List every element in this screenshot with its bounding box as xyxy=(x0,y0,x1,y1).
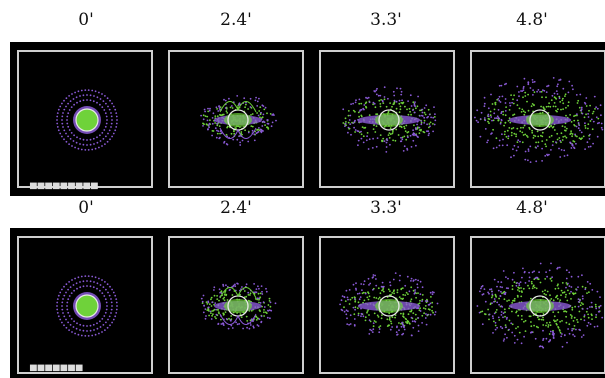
time-label-row1-1: 2.4' xyxy=(220,10,252,30)
snapshot-row2-1 xyxy=(200,282,277,330)
panel-row2-1 xyxy=(168,236,304,374)
panel-row2-3 xyxy=(470,236,605,374)
simulation-strip-row2: ▀▀▀▀▀▀▀ xyxy=(10,228,605,378)
snapshot-row2-3 xyxy=(476,262,604,349)
time-label-row2-1: 2.4' xyxy=(220,198,252,218)
panel-row1-0 xyxy=(17,50,153,188)
time-label-row2-0: 0' xyxy=(78,198,94,218)
panel-row2-2 xyxy=(319,236,455,374)
snapshot-row2-2 xyxy=(339,272,439,337)
snapshot-row2-0 xyxy=(56,275,118,337)
time-label-row1-0: 0' xyxy=(78,10,94,30)
cropped-caption-row1: ▀▀▀▀▀▀▀▀▀ xyxy=(30,183,99,196)
panel-row1-2 xyxy=(319,50,455,188)
snapshot-row1-0 xyxy=(56,89,118,151)
snapshot-row1-1 xyxy=(200,95,277,146)
panel-row2-0 xyxy=(17,236,153,374)
time-label-row1-2: 3.3' xyxy=(370,10,402,30)
snapshot-row1-3 xyxy=(474,77,604,163)
time-label-row2-3: 4.8' xyxy=(516,198,548,218)
panel-row1-1 xyxy=(168,50,304,188)
cropped-caption-row2: ▀▀▀▀▀▀▀ xyxy=(30,365,84,378)
time-label-row1-3: 4.8' xyxy=(516,10,548,30)
simulation-strip-row1: ▀▀▀▀▀▀▀▀▀ xyxy=(10,42,605,196)
panel-row1-3 xyxy=(470,50,605,188)
snapshot-row1-2 xyxy=(342,86,437,153)
time-label-row2-2: 3.3' xyxy=(370,198,402,218)
